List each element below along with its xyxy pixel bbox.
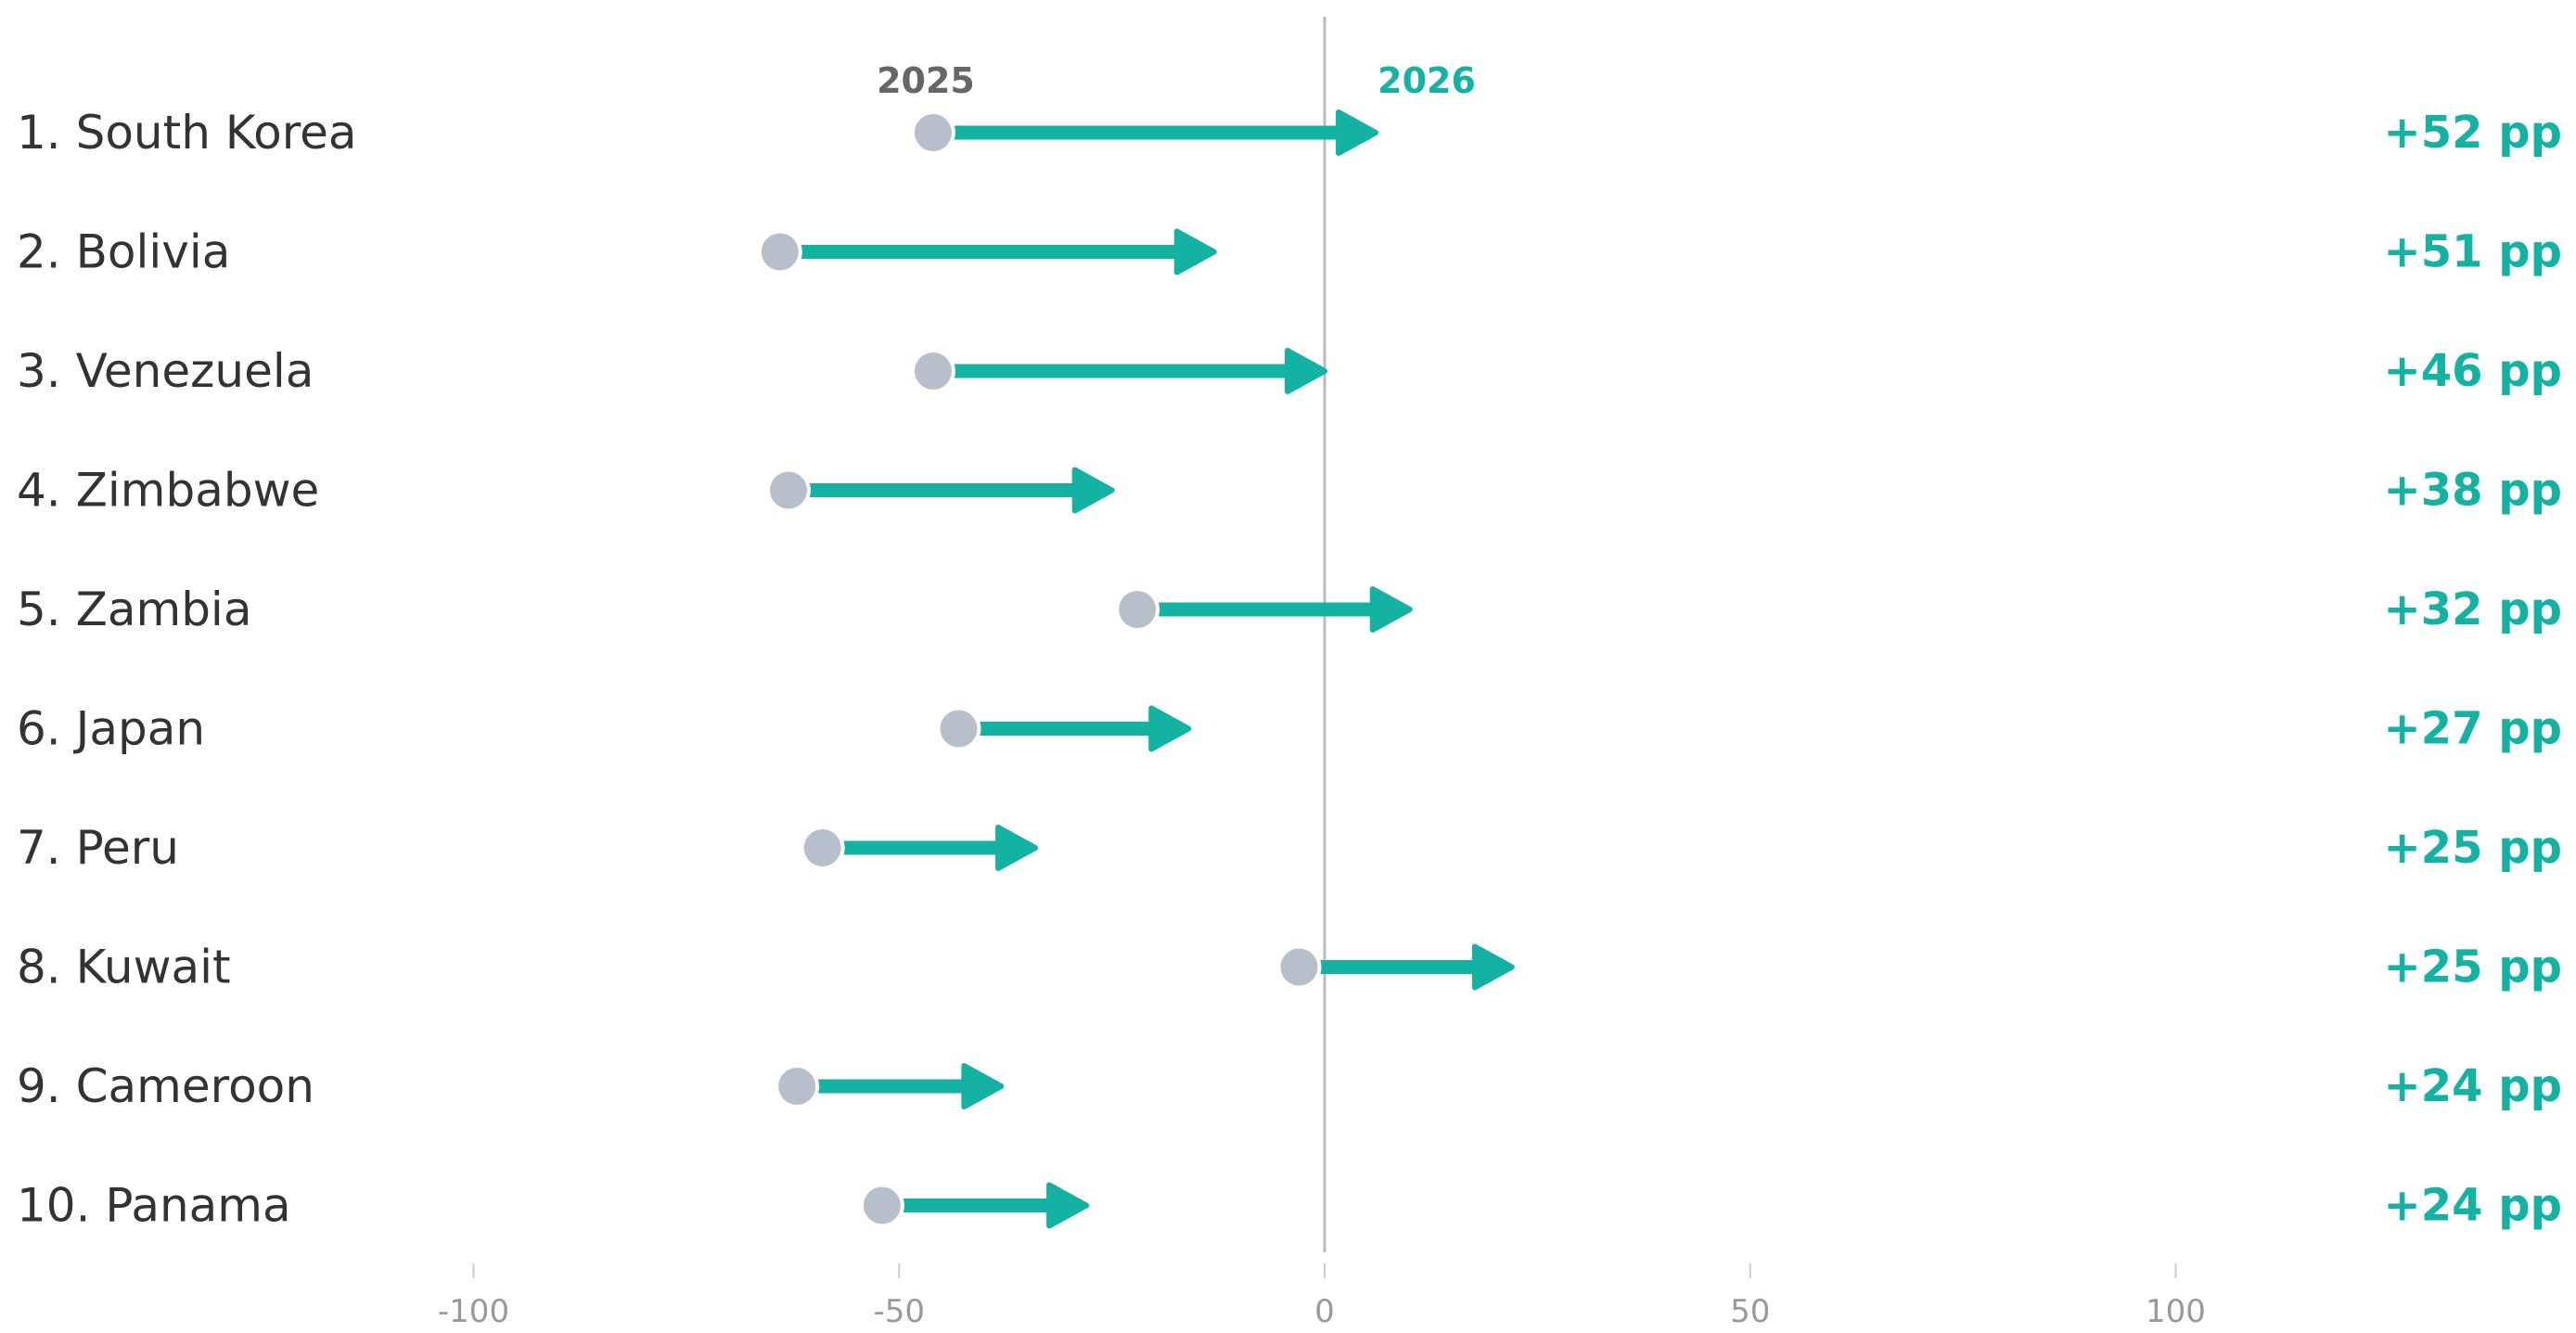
value-2025-dot — [940, 710, 978, 748]
change-arrow-head — [1336, 109, 1379, 156]
change-value-label: +38 pp — [2384, 465, 2562, 517]
x-tick-label: -100 — [438, 1293, 509, 1330]
change-value-label: +24 pp — [2384, 1180, 2562, 1232]
x-tick-label: 0 — [1314, 1293, 1335, 1330]
x-axis-ticks: -100 -50 0 50 100 — [438, 1263, 2206, 1330]
country-label: 2. Bolivia — [17, 225, 230, 279]
country-label: 7. Peru — [17, 821, 179, 875]
country-label: 6. Japan — [17, 702, 205, 756]
change-value-label: +25 pp — [2384, 942, 2562, 993]
chart-row: 5. Zambia +32 pp — [17, 583, 2562, 636]
value-2025-dot — [778, 1068, 816, 1105]
change-value-label: +27 pp — [2384, 703, 2562, 755]
change-arrow-head — [1369, 586, 1413, 633]
change-value-label: +25 pp — [2384, 822, 2562, 874]
value-2025-dot — [1280, 948, 1318, 986]
value-2025-dot — [803, 829, 841, 866]
chart-row: 10. Panama +24 pp — [17, 1179, 2562, 1233]
change-arrow-head — [995, 825, 1039, 871]
change-value-label: +51 pp — [2384, 226, 2562, 278]
chart-row: 6. Japan +27 pp — [17, 702, 2562, 756]
country-label: 9. Cameroon — [17, 1059, 314, 1113]
value-2025-dot — [769, 471, 807, 509]
legend-from-year: 2025 — [877, 60, 975, 101]
change-arrow-head — [1471, 943, 1515, 991]
change-arrow-head — [1173, 228, 1217, 276]
change-arrow-head — [1046, 1182, 1090, 1229]
country-label: 5. Zambia — [17, 583, 251, 636]
country-label: 1. South Korea — [17, 106, 357, 160]
change-value-label: +32 pp — [2384, 583, 2562, 635]
change-arrow-head — [961, 1063, 1005, 1109]
chart-row: 9. Cameroon +24 pp — [17, 1059, 2562, 1113]
x-tick-label: 100 — [2146, 1293, 2206, 1330]
chart-row: 7. Peru +25 pp — [17, 821, 2562, 875]
x-tick-label: -50 — [873, 1293, 925, 1330]
country-label: 4. Zimbabwe — [17, 464, 319, 518]
change-arrow-head — [1285, 348, 1327, 394]
chart-rows: 1. South Korea +52 pp 2. Bolivia +51 pp 3. V… — [17, 106, 2562, 1233]
chart-row: 3. Venezuela +46 pp — [17, 344, 2562, 398]
value-2025-dot — [761, 233, 799, 271]
chart-row: 1. South Korea +52 pp — [17, 106, 2562, 160]
chart-row: 4. Zimbabwe +38 pp — [17, 464, 2562, 518]
legend-to-year: 2026 — [1378, 60, 1476, 101]
chart-row: 8. Kuwait +25 pp — [17, 941, 2562, 994]
chart-row: 2. Bolivia +51 pp — [17, 225, 2562, 279]
change-arrow-head — [1148, 705, 1192, 752]
value-2025-dot — [914, 114, 952, 151]
country-label: 8. Kuwait — [17, 941, 231, 994]
value-2025-dot — [863, 1186, 901, 1224]
country-label: 10. Panama — [17, 1179, 291, 1233]
change-arrow-head — [1071, 467, 1115, 514]
change-value-label: +46 pp — [2384, 345, 2562, 397]
x-tick-label: 50 — [1730, 1293, 1770, 1330]
change-value-label: +52 pp — [2384, 107, 2562, 159]
country-label: 3. Venezuela — [17, 344, 314, 398]
value-2025-dot — [914, 352, 952, 390]
value-2025-dot — [1119, 591, 1157, 628]
change-value-label: +24 pp — [2384, 1060, 2562, 1112]
